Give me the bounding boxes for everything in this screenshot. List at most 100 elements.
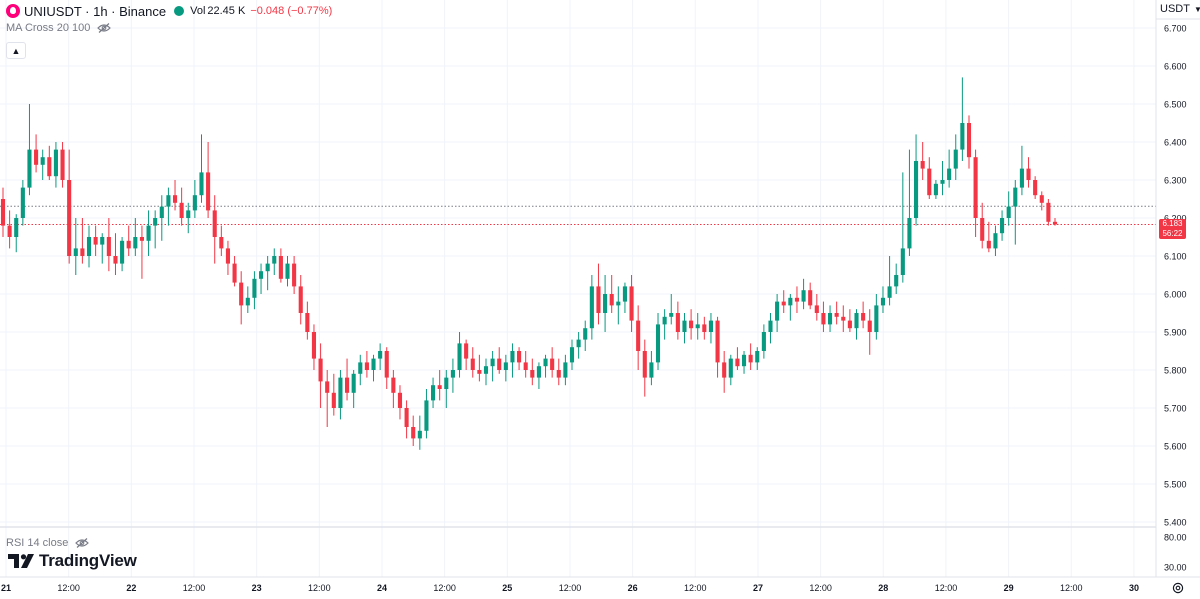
- candle-body: [920, 161, 925, 169]
- candle-body: [536, 366, 541, 378]
- candle-body: [1006, 206, 1011, 218]
- candle-body: [371, 358, 376, 370]
- chevron-up-icon: ▲: [11, 45, 21, 56]
- symbol-title[interactable]: UNIUSDT · 1h · Binance: [24, 3, 167, 19]
- candle-body: [993, 233, 998, 249]
- currency-button[interactable]: USDT ▼: [1160, 3, 1200, 15]
- candle-body: [861, 313, 866, 321]
- collapse-legend-button[interactable]: ▲: [6, 42, 26, 59]
- candle-body: [490, 358, 495, 367]
- candle-body: [708, 320, 714, 332]
- candle-body: [384, 351, 389, 378]
- candle-body: [73, 248, 78, 256]
- candle-body: [675, 313, 680, 332]
- candle-body: [470, 358, 475, 370]
- candle-body: [622, 286, 627, 302]
- candle-body: [1026, 168, 1031, 180]
- brand-name: TradingView: [39, 551, 137, 570]
- candle-body: [569, 347, 575, 363]
- candle-body: [404, 408, 409, 427]
- candle-body: [642, 351, 647, 378]
- price-tick-label: 6.500: [1164, 100, 1187, 110]
- candle-body: [292, 263, 297, 287]
- candle-body: [1033, 180, 1038, 196]
- time-tick-label: 12:00: [1060, 583, 1083, 593]
- time-tick-label: 24: [377, 583, 387, 593]
- time-tick-label: 26: [628, 583, 638, 593]
- candle-body: [483, 366, 489, 374]
- candle-body: [682, 320, 687, 332]
- candle-body: [331, 392, 336, 408]
- candle-body: [431, 385, 436, 401]
- candle-body: [900, 248, 905, 275]
- candle-body: [146, 225, 151, 241]
- time-tick-label: 28: [878, 583, 888, 593]
- candle-body: [397, 392, 403, 408]
- time-tick-label: 12:00: [308, 583, 331, 593]
- candle-body: [510, 351, 515, 363]
- candle-body: [966, 123, 972, 158]
- candle-body: [986, 240, 991, 249]
- candle-body: [794, 297, 800, 302]
- candle-body: [212, 210, 217, 237]
- price-tick-label: 5.600: [1164, 442, 1187, 452]
- rsi-indicator[interactable]: RSI 14 close: [6, 537, 90, 549]
- symbol-header: UNIUSDT · 1h · Binance Vol 22.45 K −0.04…: [6, 3, 332, 19]
- candle-body: [775, 301, 780, 321]
- candle-body: [258, 271, 264, 279]
- eye-off-icon[interactable]: [97, 23, 112, 33]
- candle-body: [325, 381, 330, 393]
- price-tick-label: 6.700: [1164, 24, 1187, 34]
- rsi-label: RSI 14 close: [6, 537, 69, 549]
- time-tick-label: 12:00: [684, 583, 707, 593]
- candle-body: [940, 180, 945, 184]
- price-tick-label: 6.600: [1164, 62, 1187, 72]
- candle-body: [755, 351, 760, 363]
- time-tick-label: 12:00: [433, 583, 456, 593]
- candle-body: [801, 290, 806, 302]
- candle-body: [874, 305, 879, 332]
- candle-body: [550, 358, 555, 370]
- candle-body: [133, 237, 138, 249]
- eye-off-icon[interactable]: [75, 538, 90, 548]
- candle-body: [179, 202, 184, 218]
- price-change: −0.048 (−0.77%): [250, 5, 333, 17]
- uniswap-icon: [6, 4, 20, 18]
- candle-body: [437, 385, 442, 389]
- candle-body: [603, 294, 608, 313]
- candle-body: [841, 316, 846, 321]
- candle-body: [695, 324, 700, 329]
- price-tick-label: 5.400: [1164, 518, 1187, 528]
- candle-body: [655, 324, 661, 363]
- candle-body: [894, 275, 899, 287]
- candle-body: [854, 313, 859, 329]
- candle-body: [100, 237, 105, 245]
- candle-body: [947, 168, 952, 180]
- candle-body: [748, 354, 753, 363]
- candle-body: [821, 313, 826, 325]
- candle-body: [225, 248, 231, 264]
- candle-body: [27, 149, 32, 188]
- price-tick-label: 5.800: [1164, 366, 1187, 376]
- settings-icon[interactable]: [1172, 582, 1184, 594]
- candle-body: [53, 149, 58, 177]
- candle-body: [953, 149, 958, 169]
- candle-body: [689, 320, 694, 329]
- candle-body: [814, 305, 819, 313]
- candle-body: [219, 237, 224, 249]
- candle-body: [761, 332, 766, 351]
- candle-body: [272, 256, 277, 264]
- tradingview-logo[interactable]: TradingView: [8, 551, 137, 571]
- candle-body: [285, 263, 290, 279]
- price-tick-label: 6.400: [1164, 138, 1187, 148]
- candle-body: [232, 263, 237, 283]
- candle-body: [907, 218, 912, 249]
- candle-body: [457, 343, 462, 370]
- ma-cross-indicator[interactable]: MA Cross 20 100: [6, 22, 112, 34]
- candle-body: [980, 218, 985, 241]
- candle-body: [477, 370, 482, 374]
- candle-body: [960, 123, 965, 150]
- time-tick-label: 12:00: [57, 583, 80, 593]
- time-tick-label: 30: [1129, 583, 1139, 593]
